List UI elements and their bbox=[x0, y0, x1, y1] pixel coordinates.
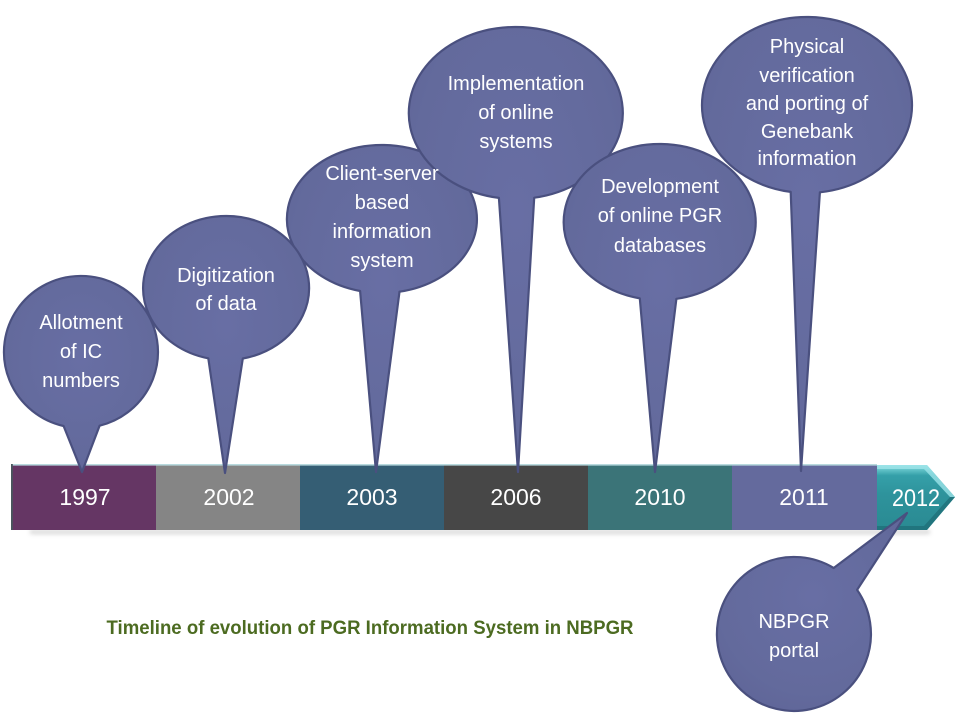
svg-text:2012: 2012 bbox=[892, 485, 940, 512]
svg-text:Implementation: Implementation bbox=[448, 73, 585, 95]
svg-text:Physical: Physical bbox=[770, 36, 844, 58]
svg-text:and porting of: and porting of bbox=[746, 93, 869, 115]
svg-text:2011: 2011 bbox=[779, 484, 828, 510]
svg-text:based: based bbox=[355, 192, 410, 214]
svg-text:numbers: numbers bbox=[42, 370, 120, 392]
svg-text:databases: databases bbox=[614, 235, 706, 257]
svg-text:2006: 2006 bbox=[490, 484, 541, 510]
svg-text:Digitization: Digitization bbox=[177, 265, 275, 287]
svg-text:Development: Development bbox=[601, 176, 719, 198]
svg-text:NBPGR: NBPGR bbox=[758, 611, 829, 633]
svg-text:Client-server: Client-server bbox=[325, 163, 439, 185]
svg-text:Timeline of evolution of PGR I: Timeline of evolution of PGR Information… bbox=[107, 618, 634, 639]
svg-text:system: system bbox=[350, 250, 413, 272]
svg-text:Genebank: Genebank bbox=[761, 121, 854, 143]
svg-text:2002: 2002 bbox=[203, 484, 254, 510]
svg-text:of online: of online bbox=[478, 102, 554, 124]
svg-text:of online PGR: of online PGR bbox=[598, 205, 723, 227]
svg-text:1997: 1997 bbox=[59, 484, 110, 510]
svg-text:verification: verification bbox=[759, 65, 855, 87]
svg-text:2010: 2010 bbox=[634, 484, 685, 510]
svg-text:2003: 2003 bbox=[346, 484, 397, 510]
svg-text:systems: systems bbox=[479, 131, 552, 153]
svg-text:of data: of data bbox=[195, 293, 257, 315]
svg-text:Allotment: Allotment bbox=[39, 312, 123, 334]
svg-text:of IC: of IC bbox=[60, 341, 102, 363]
svg-text:information: information bbox=[333, 221, 432, 243]
svg-text:portal: portal bbox=[769, 640, 819, 662]
svg-text:information: information bbox=[758, 148, 857, 170]
